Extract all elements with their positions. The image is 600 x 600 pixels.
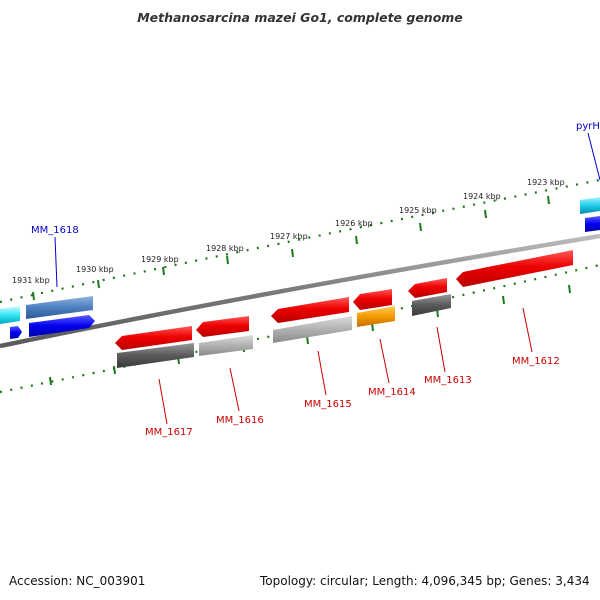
tick-label-1931: 1931 kbp: [12, 276, 50, 285]
gene-mm1618-lower: [29, 315, 95, 337]
gene-mm1613-b: [412, 294, 451, 316]
tick-label-1927: 1927 kbp: [270, 232, 308, 241]
gene-cyan-left-upper: [0, 306, 20, 324]
accession-text: Accession: NC_003901: [9, 574, 146, 588]
gene-label-mm1616: MM_1616: [216, 415, 264, 426]
reverse-genes-row-b: [117, 294, 451, 368]
reverse-genes-row-a: [115, 250, 573, 350]
gene-mm1617-a: [115, 326, 192, 350]
gene-mm1614-b: [357, 306, 395, 327]
forward-label-leaders: [54, 132, 600, 288]
major-ticks-outer: [32, 195, 550, 301]
gene-label-mm1612: MM_1612: [512, 356, 560, 367]
gene-label-mm1618: MM_1618: [31, 225, 79, 236]
gene-label-mm1614: MM_1614: [368, 387, 416, 398]
tick-label-1930: 1930 kbp: [76, 265, 114, 274]
gene-mm1614-a: [353, 289, 392, 310]
gene-mm1615-a: [271, 297, 349, 323]
gene-mm1618-upper: [26, 296, 93, 319]
gene-mm1617-b: [117, 343, 194, 368]
gene-pyrh-upper: [580, 197, 600, 214]
gene-mm1616-a: [196, 316, 249, 337]
tick-label-1929: 1929 kbp: [141, 255, 179, 264]
tick-label-1925: 1925 kbp: [399, 206, 437, 215]
gene-label-mm1615: MM_1615: [304, 399, 352, 410]
gene-mm1613-a: [408, 278, 447, 298]
gene-mm1612-a: [456, 250, 573, 287]
tick-label-1924: 1924 kbp: [463, 192, 501, 201]
gene-label-pyrh: pyrH: [576, 121, 600, 132]
gene-pyrh-lower: [585, 216, 600, 232]
gene-label-mm1613: MM_1613: [424, 375, 472, 386]
tick-label-1928: 1928 kbp: [206, 244, 244, 253]
topology-text: Topology: circular; Length: 4,096,345 bp…: [260, 574, 590, 588]
gene-label-mm1617: MM_1617: [145, 427, 193, 438]
forward-genes: [0, 197, 600, 339]
genome-backbone: [0, 233, 600, 349]
tick-label-1923: 1923 kbp: [527, 178, 565, 187]
gene-mm1616-b: [199, 335, 253, 356]
map-title: Methanosarcina mazei Go1, complete genom…: [137, 10, 463, 25]
tick-label-1926: 1926 kbp: [335, 219, 373, 228]
gene-blue-left-lower: [10, 326, 22, 339]
gene-mm1615-b: [273, 316, 352, 343]
reverse-label-leaders: [158, 307, 533, 425]
tick-ring-outer: [0, 178, 600, 304]
